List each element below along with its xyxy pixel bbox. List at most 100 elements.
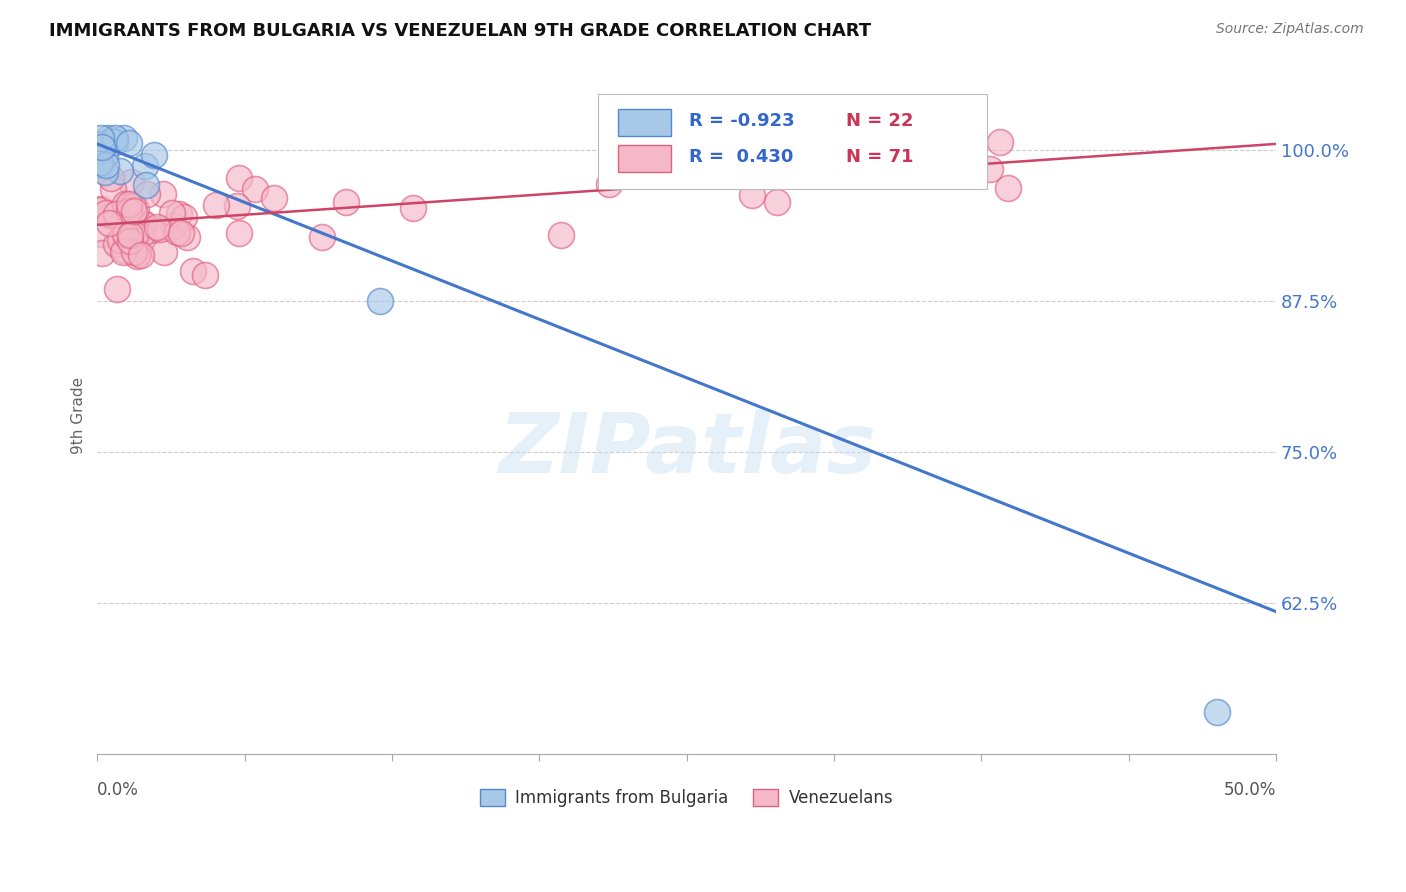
- Point: [335, 194, 357, 209]
- Point: [101, 182, 124, 196]
- Point: [891, 140, 914, 154]
- Point: [263, 190, 285, 204]
- Point: [112, 243, 135, 257]
- Point: [118, 204, 141, 219]
- Point: [104, 136, 127, 150]
- Y-axis label: 9th Grade: 9th Grade: [72, 377, 86, 454]
- Point: [118, 136, 141, 150]
- Point: [97, 131, 120, 145]
- Point: [111, 244, 134, 259]
- Text: Source: ZipAtlas.com: Source: ZipAtlas.com: [1216, 22, 1364, 37]
- Point: [127, 227, 149, 242]
- Point: [98, 216, 121, 230]
- Point: [118, 235, 141, 249]
- Point: [129, 228, 152, 243]
- Point: [91, 227, 114, 241]
- Point: [194, 268, 217, 283]
- Point: [132, 216, 155, 230]
- Point: [112, 131, 135, 145]
- Point: [89, 156, 111, 170]
- Point: [127, 249, 149, 263]
- Point: [166, 225, 188, 239]
- Point: [94, 165, 117, 179]
- Point: [153, 245, 176, 260]
- Point: [143, 147, 166, 161]
- Text: R = -0.923: R = -0.923: [689, 112, 794, 130]
- Point: [997, 181, 1019, 195]
- Point: [108, 164, 131, 178]
- Point: [122, 244, 145, 259]
- Point: [886, 126, 908, 140]
- Point: [741, 187, 763, 202]
- Point: [122, 199, 145, 213]
- FancyBboxPatch shape: [619, 109, 671, 136]
- Point: [129, 248, 152, 262]
- Point: [311, 229, 333, 244]
- Text: N = 22: N = 22: [846, 112, 914, 130]
- Text: N = 71: N = 71: [846, 148, 914, 166]
- Point: [141, 223, 163, 237]
- Point: [100, 170, 122, 185]
- Point: [114, 200, 136, 214]
- Point: [114, 196, 136, 211]
- Point: [118, 197, 141, 211]
- Point: [114, 227, 136, 242]
- Point: [152, 186, 174, 201]
- Point: [124, 227, 146, 242]
- Point: [94, 206, 117, 220]
- Legend: Immigrants from Bulgaria, Venezuelans: Immigrants from Bulgaria, Venezuelans: [474, 782, 900, 814]
- Text: R =  0.430: R = 0.430: [689, 148, 793, 166]
- Point: [104, 237, 127, 252]
- Point: [127, 246, 149, 260]
- Point: [173, 211, 195, 225]
- Point: [160, 206, 183, 220]
- Point: [89, 155, 111, 169]
- Point: [765, 194, 787, 209]
- Point: [228, 226, 250, 240]
- Point: [89, 144, 111, 158]
- Text: 50.0%: 50.0%: [1223, 781, 1277, 799]
- Point: [659, 132, 682, 146]
- Point: [145, 220, 167, 235]
- Point: [90, 131, 112, 145]
- Point: [105, 207, 128, 221]
- Point: [598, 178, 620, 192]
- Point: [135, 178, 157, 193]
- Point: [167, 207, 190, 221]
- Point: [226, 199, 249, 213]
- Point: [149, 222, 172, 236]
- Point: [176, 230, 198, 244]
- Point: [162, 219, 184, 233]
- Text: IMMIGRANTS FROM BULGARIA VS VENEZUELAN 9TH GRADE CORRELATION CHART: IMMIGRANTS FROM BULGARIA VS VENEZUELAN 9…: [49, 22, 872, 40]
- Point: [1206, 705, 1229, 719]
- Text: ZIPatlas: ZIPatlas: [498, 409, 876, 491]
- Point: [181, 263, 204, 277]
- Point: [89, 202, 111, 217]
- Point: [100, 208, 122, 222]
- Point: [90, 245, 112, 260]
- Point: [368, 293, 391, 308]
- Point: [170, 226, 193, 240]
- Point: [120, 228, 142, 243]
- Point: [120, 175, 142, 189]
- Point: [91, 140, 114, 154]
- Point: [988, 135, 1011, 149]
- Point: [89, 137, 111, 152]
- Point: [754, 139, 776, 153]
- Point: [98, 134, 121, 148]
- Text: 0.0%: 0.0%: [97, 781, 139, 799]
- Point: [228, 171, 250, 186]
- Point: [122, 203, 145, 218]
- Point: [134, 218, 156, 232]
- Point: [124, 202, 146, 216]
- Point: [550, 227, 572, 242]
- Point: [121, 209, 143, 223]
- Point: [94, 149, 117, 163]
- Point: [104, 131, 127, 145]
- Point: [90, 202, 112, 217]
- FancyBboxPatch shape: [619, 145, 671, 172]
- Point: [205, 198, 228, 212]
- Point: [402, 201, 425, 215]
- Point: [136, 186, 159, 201]
- Point: [243, 182, 266, 196]
